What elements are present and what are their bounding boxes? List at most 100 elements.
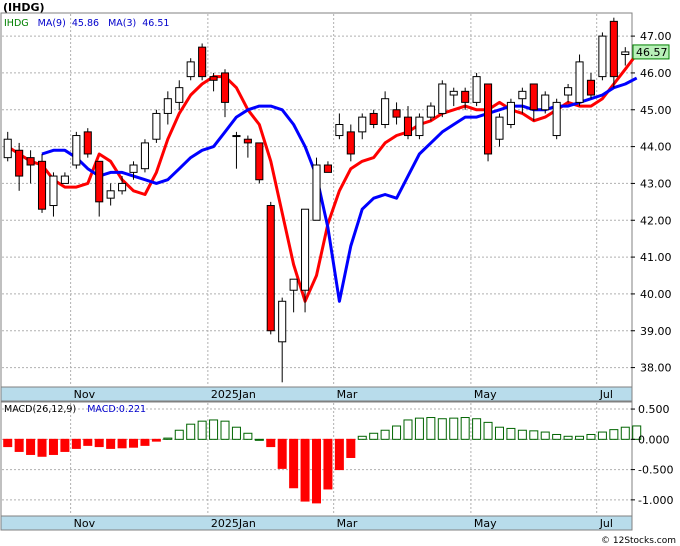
candle-up <box>495 116 504 140</box>
last-price-value: 46.57 <box>636 46 668 59</box>
macd-bar-positive <box>609 429 619 440</box>
macd-bar-positive <box>231 426 241 440</box>
price-date-strip <box>0 386 633 402</box>
price-y-tick-label: 41.00 <box>640 251 672 264</box>
candle-down <box>209 76 218 81</box>
macd-bar-negative <box>151 438 161 442</box>
macd-bar-positive <box>209 419 219 440</box>
macd-bar-negative <box>289 438 299 489</box>
candle-down <box>266 205 275 332</box>
macd-bar-positive <box>174 429 184 440</box>
macd-bar-positive <box>494 426 504 440</box>
price-y-tick-label: 43.00 <box>640 177 672 190</box>
candle-down <box>369 112 378 125</box>
macd-bar-negative <box>26 438 36 455</box>
macd-bar-negative <box>311 438 322 504</box>
candle-up <box>358 116 367 133</box>
macd-bar-positive <box>197 420 207 440</box>
macd-bar-negative <box>71 438 81 449</box>
candle-up <box>175 87 184 103</box>
macd-bar-positive <box>620 426 630 440</box>
candle-up <box>564 87 573 96</box>
price-y-tick-label: 45.00 <box>640 104 672 117</box>
macd-bar-negative <box>83 438 93 446</box>
macd-bar-negative <box>106 438 116 449</box>
macd-bar-positive <box>426 417 436 440</box>
candle-up <box>518 90 527 100</box>
price-y-tick-label: 39.00 <box>640 325 672 338</box>
macd-bar-negative <box>334 438 344 471</box>
legend-ma3-value: 46.51 <box>142 18 169 29</box>
legend-ticker: IHDG <box>4 18 29 29</box>
candle-up <box>575 61 584 103</box>
macd-bar-positive <box>392 425 402 440</box>
candle-up <box>381 98 390 125</box>
candle-up <box>312 164 321 221</box>
candle-down <box>37 160 47 210</box>
candle-down <box>255 142 264 181</box>
candle-down <box>461 90 470 103</box>
macd-bar-positive <box>632 425 642 440</box>
candle-up <box>118 182 127 192</box>
macd-y-tick-label: -0.500 <box>638 464 673 477</box>
macd-bar-positive <box>449 417 459 440</box>
price-y-tick-label: 40.00 <box>640 288 672 301</box>
price-x-tick-label: May <box>474 388 497 401</box>
candle-up <box>140 142 149 170</box>
macd-histogram <box>3 417 642 504</box>
macd-bar-negative <box>323 438 333 490</box>
candle-up <box>335 123 344 137</box>
price-legend: IHDG MA(9) 45.86 MA(3) 46.51 <box>4 18 169 29</box>
candle-down <box>403 116 413 137</box>
macd-x-tick-label: May <box>474 517 497 530</box>
macd-bar-positive <box>437 418 447 440</box>
macd-bar-positive <box>517 429 527 440</box>
macd-bar-positive <box>540 431 550 440</box>
macd-y-axis: 0.500 0.000 -0.500 -1.000 <box>631 403 673 507</box>
chart-title: (IHDG) <box>3 1 45 14</box>
macd-x-tick-label: Jul <box>599 517 613 530</box>
candle-up <box>186 61 195 78</box>
candle-down <box>15 149 24 177</box>
macd-bar-positive <box>563 435 573 440</box>
ma3-line <box>6 53 638 303</box>
candle-down <box>220 72 230 103</box>
last-price-badge <box>632 44 670 60</box>
price-x-axis: Nov2025JanMarMayJulSep <box>74 388 613 401</box>
candle-up <box>598 35 607 78</box>
price-y-tick-label: 46.00 <box>640 67 672 80</box>
macd-bar-positive <box>380 429 390 440</box>
price-y-tick-label: 38.00 <box>640 362 672 375</box>
candle-up <box>449 90 458 96</box>
price-gridlines <box>2 14 631 386</box>
candle-up <box>426 105 435 118</box>
price-x-tick-label: Mar <box>337 388 358 401</box>
macd-bar-positive <box>529 430 539 440</box>
macd-legend-sep: : <box>116 404 119 415</box>
macd-bar-negative <box>266 438 276 448</box>
macd-bar-positive <box>483 421 493 440</box>
candle-down <box>586 79 596 96</box>
price-y-axis: 47.00 46.00 45.00 44.00 43.00 42.00 41.00 40.00… <box>631 30 672 375</box>
macd-bar-positive <box>552 433 562 440</box>
macd-bar-positive <box>597 431 607 440</box>
candle-up <box>506 101 515 125</box>
price-x-tick-label: 2025Jan <box>211 388 256 401</box>
macd-bar-positive <box>254 438 264 441</box>
price-y-tick-label: 47.00 <box>640 30 672 43</box>
macd-bar-positive <box>357 435 367 440</box>
macd-legend-params: MACD(26,12,9) <box>4 404 76 415</box>
macd-y-tick-label: 0.000 <box>638 433 670 446</box>
macd-y-tick-label: 0.500 <box>638 403 670 416</box>
candle-up <box>3 138 12 159</box>
macd-bar-negative <box>48 438 58 455</box>
macd-legend-label: MACD <box>87 404 115 415</box>
macd-bar-negative <box>60 438 70 452</box>
candle-up <box>163 98 172 114</box>
macd-bar-negative <box>37 438 47 457</box>
candle-down <box>26 157 35 166</box>
macd-x-tick-label: Mar <box>337 517 358 530</box>
macd-bar-positive <box>472 418 482 440</box>
legend-ma9-label: MA(9) <box>38 18 66 29</box>
macd-y-tick-label: -1.000 <box>638 494 673 507</box>
